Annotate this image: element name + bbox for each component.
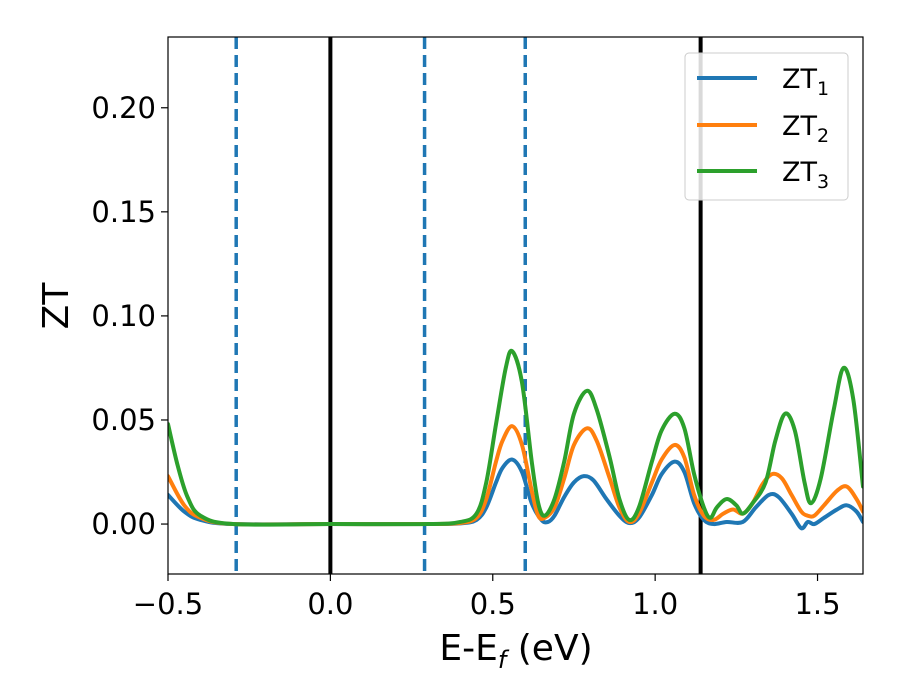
x-axis-title: E-Ef (eV) [439,628,592,674]
legend-label-zt3: ZT3 [782,157,829,193]
x-axis-ticks: −0.5 0.0 0.5 1.0 1.5 [133,574,841,621]
x-tick-label: 0.0 [307,587,353,621]
legend-label-zt2-sub: 2 [817,125,829,147]
x-tick-label: 1.0 [632,587,678,621]
y-tick-label: 0.10 [91,299,156,333]
legend-label-zt3-sub: 3 [817,171,829,193]
y-tick-label: 0.05 [91,403,156,437]
x-axis-title-main: E-E [439,628,497,669]
series-line-zt3 [168,348,863,527]
legend: ZT1 ZT2 ZT3 [684,52,849,201]
y-tick-label: 0.00 [91,507,156,541]
legend-label-zt2-main: ZT [782,111,817,142]
series-line-zt2 [168,424,863,527]
plot-frame [167,36,864,575]
legend-label-zt2: ZT2 [782,111,829,147]
x-tick-label: 0.5 [470,587,516,621]
legend-box [684,52,849,201]
y-tick-label: 0.15 [91,195,156,229]
legend-label-zt3-main: ZT [782,157,817,188]
y-tick-label: 0.20 [91,91,156,125]
x-tick-label: −0.5 [133,587,203,621]
series-lines [168,348,863,531]
legend-label-zt1-main: ZT [782,64,817,95]
y-axis-title: ZT [36,282,77,330]
x-tick-label: 1.5 [794,587,840,621]
x-axis-title-unit: (eV) [506,628,592,669]
y-axis-ticks: 0.00 0.05 0.10 0.15 0.20 [91,91,168,541]
legend-label-zt1: ZT1 [782,64,829,100]
legend-label-zt1-sub: 1 [817,78,829,100]
